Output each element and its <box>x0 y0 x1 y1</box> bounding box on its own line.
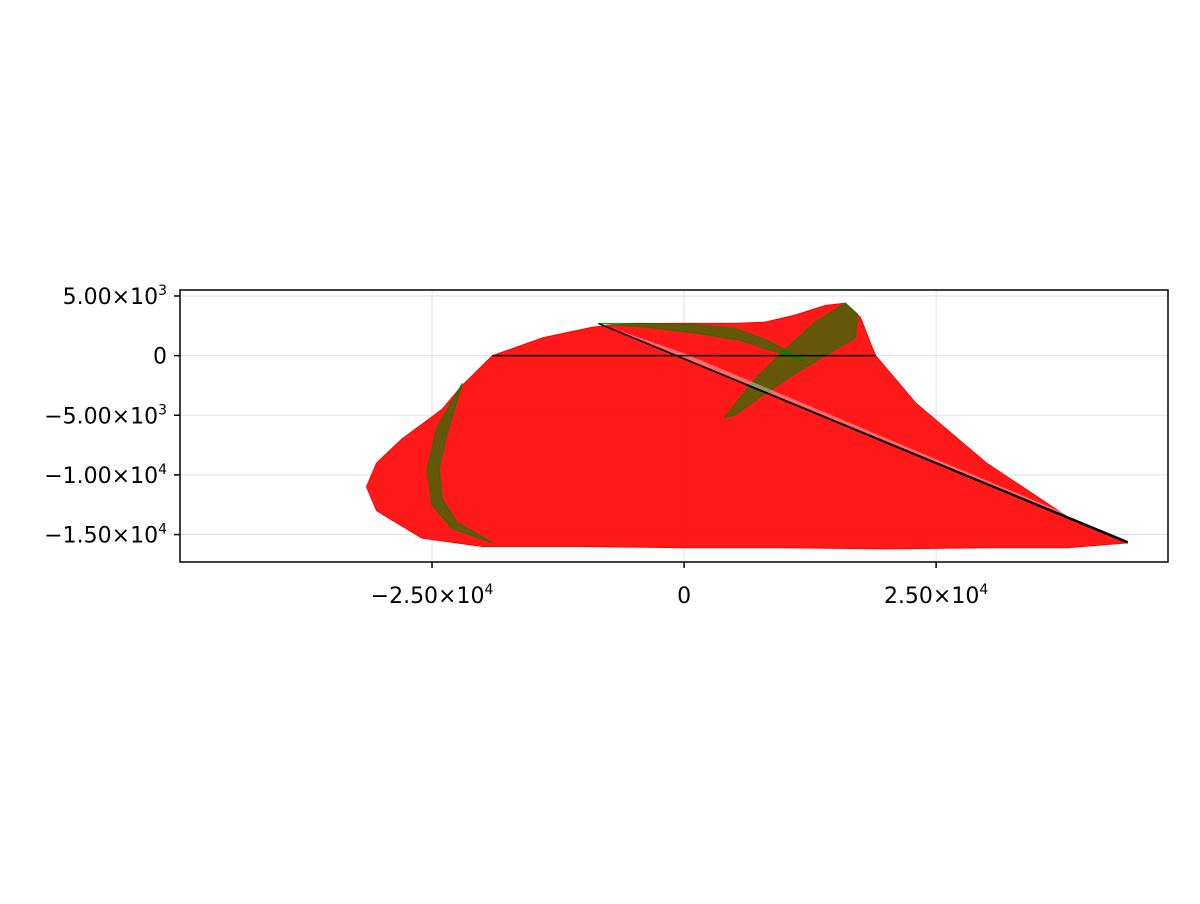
y-tick-label: 5.00×103 <box>63 283 167 310</box>
x-tick-label: 2.50×104 <box>884 582 988 609</box>
plot-area-frame <box>179 289 1169 563</box>
y-tick-label: 0 <box>153 345 167 370</box>
green-band-1 <box>426 382 493 544</box>
y-tick-label: −5.00×103 <box>44 402 167 429</box>
x-tick-label: −2.50×104 <box>371 582 494 609</box>
black-line-5 <box>598 322 1128 544</box>
axis-ticks: −2.50×104 0 2.50×104 5.00×103 0 −5.00×103 −1.0… <box>44 283 988 609</box>
y-tick-label: −1.00×104 <box>44 462 167 489</box>
x-tick-label: 0 <box>677 584 691 609</box>
y-tick-label: −1.50×104 <box>44 522 167 549</box>
series-layer <box>365 302 1128 550</box>
